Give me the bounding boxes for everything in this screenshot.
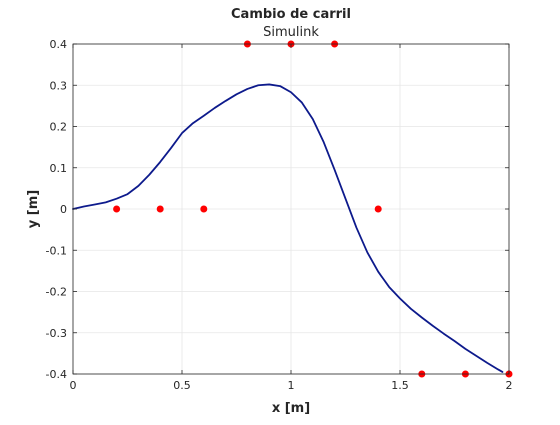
data-line-layer [72, 83, 504, 373]
y-tick-label: 0.3 [50, 79, 68, 92]
x-axis-label: x [m] [272, 401, 310, 416]
y-tick-label: 0 [60, 203, 67, 216]
cone-marker [113, 205, 121, 213]
marker-layer [113, 40, 513, 378]
chart-title: Cambio de carril [231, 7, 351, 22]
x-tick-label: 0 [70, 379, 77, 392]
y-tick-label: -0.3 [46, 327, 67, 340]
x-tick-label: 1.5 [391, 379, 409, 392]
x-tick-label: 1 [288, 379, 295, 392]
x-tick-label: 0.5 [173, 379, 191, 392]
chart-subtitle: Simulink [263, 25, 319, 40]
cone-marker [374, 205, 382, 213]
y-tick-label: 0.1 [50, 162, 68, 175]
y-tick-label: -0.2 [46, 286, 67, 299]
x-tick-label: 2 [506, 379, 513, 392]
y-tick-labels: -0.4 -0.3 -0.2 -0.1 0 0.1 0.2 0.3 0.4 [46, 38, 67, 381]
y-tick-label: -0.1 [46, 244, 67, 257]
cone-marker [156, 205, 164, 213]
tick-marks [72, 43, 510, 375]
cone-marker [200, 205, 208, 213]
y-tick-label: -0.4 [46, 368, 67, 381]
x-tick-labels: 0 0.5 1 1.5 2 [70, 379, 513, 392]
trajectory-line [72, 83, 504, 373]
y-tick-label: 0.4 [50, 38, 68, 51]
y-axis-label: y [m] [26, 190, 41, 228]
y-tick-label: 0.2 [50, 121, 68, 134]
